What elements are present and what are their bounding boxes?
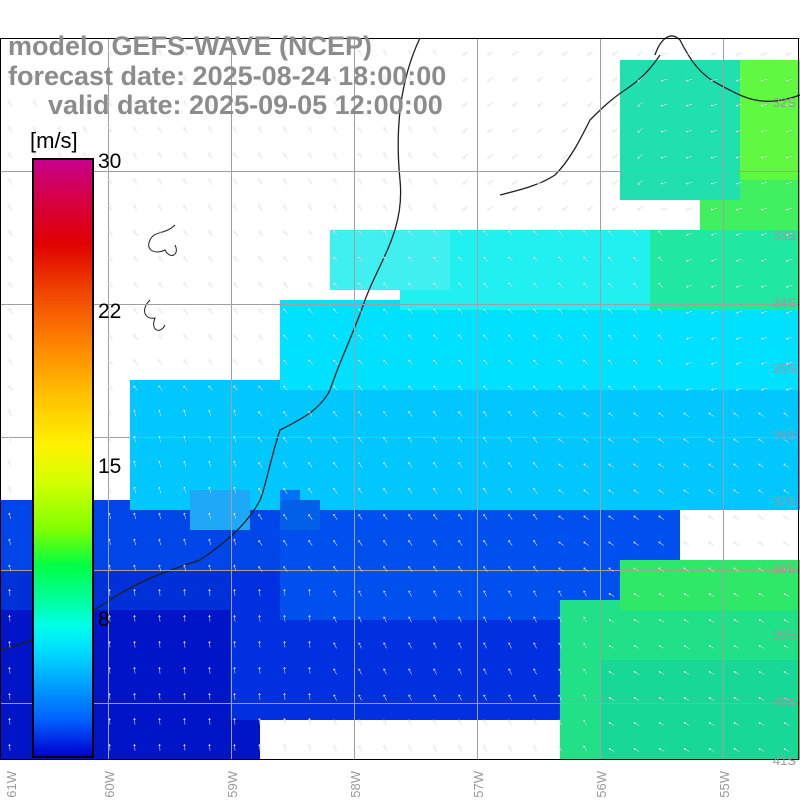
title-line-3: valid date: 2025-09-05 12:00:00 [8,91,446,121]
colorbar-tick-22: 22 [98,300,121,324]
title-overlay: modelo GEFS-WAVE (NCEP) forecast date: 2… [8,32,446,121]
lat-label-33s: 33S [773,228,796,243]
colorbar-tick-8: 8 [98,608,110,632]
lon-label-60w: 60W [102,771,117,798]
wind-vector-field [0,38,800,760]
lon-label-57w: 57W [471,771,486,798]
lat-label-34s: 34S [773,295,796,310]
lat-label-40s: 40S [773,694,796,709]
lon-label-55w: 55W [717,771,732,798]
lat-label-35s: 35S [773,361,796,376]
lat-label-37s: 37S [773,494,796,509]
colorbar-tick-15: 15 [98,455,121,479]
title-line-1: modelo GEFS-WAVE (NCEP) [8,32,446,62]
wave-forecast-map: ↑ ↑ ↑ ↑ ↑ ↑ ↑ ↑ ↑ ↑ ↑ ↑ ↑ ↑ ↑ ↑ ↑ ↑ ↑ ↑ ↑ ↑ ↑ ↑ ↑ ↑ ↑ ↑ ↑ ↑ ↑ ↑ ↑ ↑ ↑ ↑ ↑ ↑ ↑ ↑… [0,0,800,800]
colorbar-gradient [32,158,94,758]
lat-label-36s: 36S [773,428,796,443]
lat-label-32s: 32S [773,95,796,110]
title-line-2: forecast date: 2025-08-24 18:00:00 [8,62,446,92]
colorbar-tick-30: 30 [98,150,121,174]
lat-label-41s: 41S [773,753,796,768]
lat-label-38s: 38S [773,561,796,576]
lon-label-61w: 61W [4,771,19,798]
lon-label-58w: 58W [348,771,363,798]
lat-label-39s: 39S [773,627,796,642]
colorbar-unit-label: [m/s] [30,128,78,154]
lon-label-59w: 59W [225,771,240,798]
lon-label-56w: 56W [594,771,609,798]
